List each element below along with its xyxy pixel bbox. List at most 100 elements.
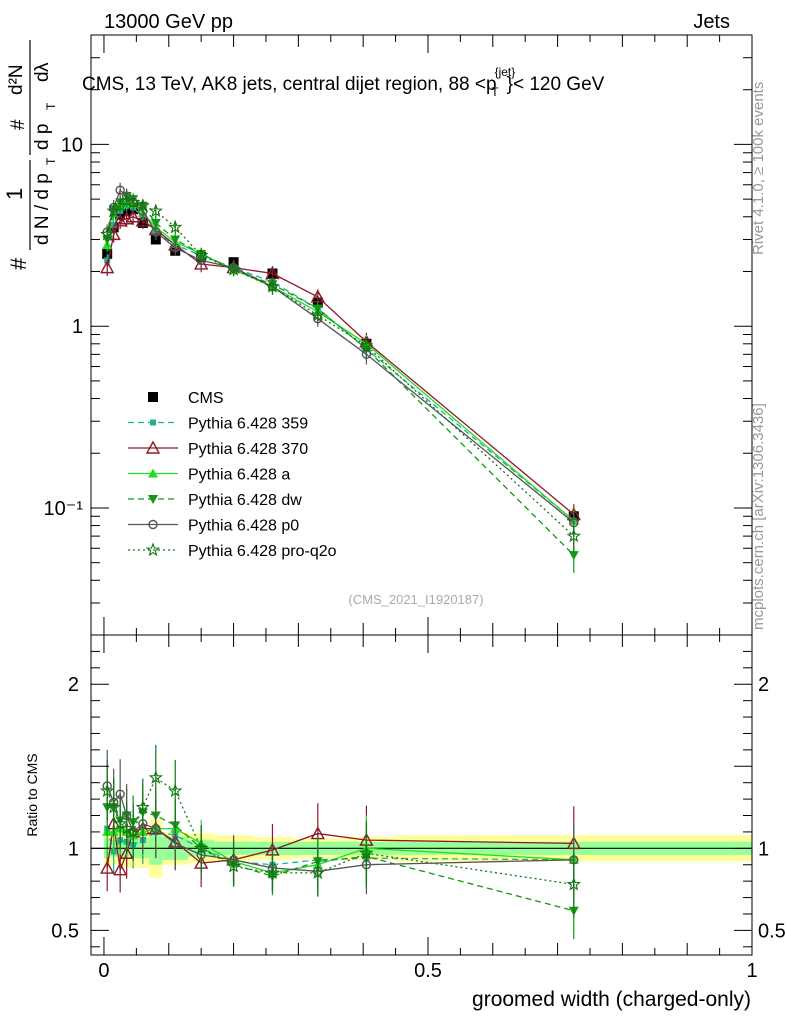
rivet-label: Rivet 4.1.0, ≥ 100k events: [750, 82, 767, 255]
ratio-point: [168, 783, 183, 798]
ratio-point: [148, 770, 163, 784]
ratio-point: [119, 820, 134, 835]
series-pythia-6-428-370: [100, 209, 581, 527]
svg-text:d²N: d²N: [6, 64, 27, 95]
legend-label: Pythia 6.428 359: [188, 416, 308, 433]
legend-marker: [145, 542, 161, 557]
legend-marker: [145, 440, 161, 454]
x-axis-label: groomed width (charged-only): [472, 988, 751, 1011]
legend-entry: Pythia 6.428 p0: [128, 518, 299, 535]
legend-label: Pythia 6.428 pro-q2o: [188, 543, 337, 560]
series-pythia-6-428-pro-q2o: [100, 193, 581, 552]
svg-text:T: T: [44, 157, 58, 165]
data-point: [113, 198, 128, 212]
series-line: [106, 216, 575, 515]
svg-text:T: T: [44, 102, 58, 110]
data-point: [168, 219, 183, 234]
legend-label: Pythia 6.428 p0: [188, 518, 299, 535]
analysis-watermark: (CMS_2021_I1920187): [348, 592, 483, 607]
svg-text:d N / d p: d N / d p: [32, 173, 53, 245]
ratio-point: [125, 824, 141, 839]
ratio-point: [135, 799, 150, 814]
svg-text:#: #: [8, 119, 29, 130]
legend-entry: Pythia 6.428 a: [128, 467, 290, 484]
data-point: [226, 261, 241, 276]
data-point: [170, 243, 180, 253]
legend-label: CMS: [188, 390, 224, 407]
ratio-y-tick-label: 1: [68, 838, 79, 860]
data-point: [148, 203, 163, 218]
ratio-plot-frame: [90, 634, 753, 956]
data-point: [194, 247, 209, 262]
data-point: [110, 222, 117, 229]
legend-marker: [148, 468, 158, 478]
legend-marker: [148, 519, 158, 530]
svg-text:1: 1: [2, 188, 27, 200]
svg-text:λ: λ: [32, 62, 53, 72]
ratio-y-tick-label: 2: [68, 674, 79, 696]
data-point: [359, 338, 374, 352]
data-point: [125, 194, 141, 209]
ratio-point: [265, 865, 280, 880]
x-tick-label: 0: [98, 960, 109, 982]
mcplots-label: mcplots.cern.ch [arXiv:1306.3436]: [750, 403, 767, 630]
ratio-y-tick-label: 0.5: [51, 920, 79, 942]
legend-marker: [150, 419, 156, 426]
ratio-point: [194, 840, 209, 855]
data-point: [265, 279, 280, 293]
series-line: [106, 189, 575, 524]
legend-entry: Pythia 6.428 dw: [128, 492, 302, 509]
y-tick-label: 1: [72, 316, 83, 338]
data-point: [115, 185, 125, 195]
ratio-point: [151, 823, 161, 834]
main-plot-title: CMS, 13 TeV, AK8 jets, central dijet reg…: [82, 65, 605, 99]
x-tick-label: 0.5: [414, 960, 442, 982]
svg-text:d p: d p: [32, 124, 53, 150]
ratio-point: [100, 860, 115, 874]
ratio-line: [106, 776, 574, 886]
data-point: [135, 213, 151, 227]
legend-entry: Pythia 6.428 359: [128, 416, 308, 433]
svg-text:d: d: [32, 71, 53, 82]
x-tick-label: 1: [746, 960, 757, 982]
ratio-point: [113, 816, 128, 830]
ratio-point: [112, 862, 128, 876]
ratio-y-tick-label-right: 2: [758, 674, 769, 696]
data-point: [151, 227, 161, 237]
legend-label: Pythia 6.428 370: [188, 441, 308, 458]
legend-label: Pythia 6.428 a: [188, 467, 290, 484]
ratio-point: [100, 783, 115, 798]
ratio-point: [226, 858, 241, 873]
legend-marker: [148, 392, 158, 402]
legend-entry: Pythia 6.428 370: [128, 440, 308, 458]
ratio-y-tick-label-right: 1: [758, 838, 769, 860]
data-point: [125, 209, 141, 223]
data-point: [119, 193, 134, 207]
data-point: [100, 226, 115, 241]
ratio-y-axis-label: Ratio to CMS: [24, 753, 40, 836]
legend-entry: Pythia 6.428 pro-q2o: [128, 542, 337, 560]
legend-entry: CMS: [148, 390, 224, 407]
energy-label: 13000 GeV pp: [104, 11, 233, 33]
ratio-y-tick-label-right: 0.5: [758, 920, 786, 942]
category-label: Jets: [693, 11, 730, 33]
main-y-axis-label: # 1 d N / d p T # d²N d p T d λ: [2, 40, 58, 270]
data-point: [100, 260, 115, 274]
data-point: [568, 551, 579, 561]
ratio-point: [106, 799, 121, 814]
ratio-point: [170, 838, 180, 849]
y-tick-label: 10⁻¹: [44, 498, 84, 520]
ratio-point: [310, 865, 325, 880]
legend-marker: [148, 495, 158, 504]
data-point: [310, 307, 325, 322]
ratio-series-pythia-6-428-pro-q2o: [100, 744, 581, 918]
y-tick-label: 10: [61, 134, 83, 156]
legend-label: Pythia 6.428 dw: [188, 492, 302, 509]
data-point: [150, 218, 161, 228]
svg-text:#: #: [6, 257, 31, 270]
data-point: [170, 235, 181, 245]
data-point: [102, 248, 113, 259]
data-point: [310, 289, 325, 303]
data-point: [566, 528, 581, 543]
